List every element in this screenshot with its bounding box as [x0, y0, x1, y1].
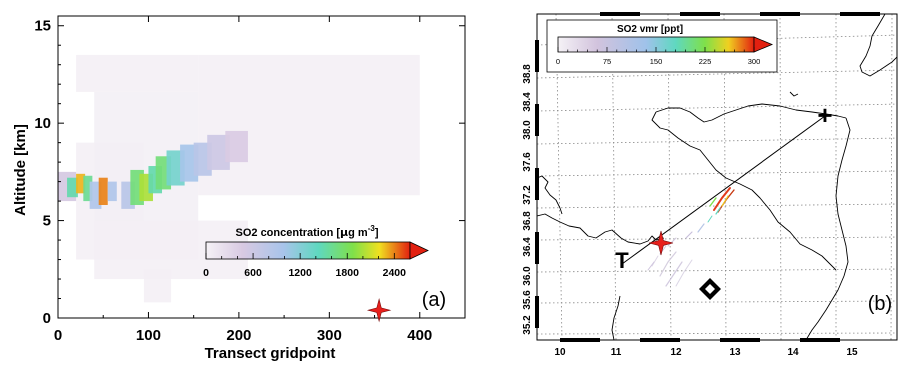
- colorbar-b-tick-label: 300: [748, 57, 761, 66]
- colorbar-b-tick-label: 225: [699, 57, 712, 66]
- latitude-label: 35.6: [522, 290, 533, 310]
- x-tick-label: 400: [407, 327, 432, 344]
- heatmap-background-cell: [198, 54, 420, 196]
- diamond-marker: [699, 278, 721, 300]
- heatmap-plume-cell: [83, 175, 93, 202]
- colorbar-a-tick-label: 1200: [288, 267, 312, 279]
- y-tick-label: 15: [34, 18, 51, 35]
- heatmap-plume-cell: [98, 177, 108, 205]
- star-marker: [366, 298, 392, 323]
- heatmap-plume-cell: [107, 181, 117, 202]
- x-tick-label: 0: [54, 327, 62, 344]
- colorbar-a-tick-label: 600: [244, 267, 262, 279]
- colorbar-b-tick-label: 150: [650, 57, 663, 66]
- y-tick-label: 10: [34, 115, 51, 132]
- colorbar-a-arrow: [409, 241, 429, 260]
- map-border-bars: [535, 12, 880, 342]
- y-tick-label: 0: [43, 310, 51, 327]
- latitude-label: 36.8: [522, 211, 533, 231]
- heatmap-background-cell: [143, 269, 172, 303]
- longitude-label: 11: [611, 347, 622, 358]
- longitude-labels: 10 11 12 13 14 15: [554, 347, 858, 358]
- longitude-label: 13: [729, 347, 741, 358]
- colorbar-a: SO2 concentration [µg m-3] 0 600 1200 1800 2…: [203, 224, 429, 279]
- latitude-labels: 35.2 35.6 36.0 36.4 36.8 37.2 37.6 38.0 38.4 38.8: [522, 64, 533, 335]
- so2-streaks: [647, 187, 735, 287]
- y-axis-label: Altitude [km]: [12, 124, 29, 216]
- panel-a: 0 100 200 300 400 0 5 10 15 Transect gridpoint A…: [12, 15, 466, 362]
- latitude-label: 38.0: [522, 120, 533, 140]
- x-tick-label: 100: [136, 327, 161, 344]
- x-axis-label: Transect gridpoint: [205, 345, 336, 362]
- heatmap-plume-cell: [207, 134, 230, 170]
- colorbar-b-ticks: 0 75 150 225 300: [556, 47, 760, 66]
- colorbar-a-tick-label: 0: [203, 267, 209, 279]
- colorbar-a-title: SO2 concentration [µg m-3]: [236, 224, 379, 239]
- colorbar-b-arrow: [753, 36, 774, 53]
- colorbar-b-tick-label: 0: [556, 57, 560, 66]
- colorbar-b-title: SO2 vmr [ppt]: [617, 24, 683, 35]
- longitude-label: 15: [846, 347, 858, 358]
- latitude-label: 38.8: [522, 64, 533, 84]
- panel-b: 35.2 35.6 36.0 36.4 36.8 37.2 37.6 38.0 38.4 38.8…: [522, 12, 898, 358]
- coastlines: [537, 14, 897, 340]
- colorbar-a-ticks: 0 600 1200 1800 2400: [203, 253, 411, 279]
- heatmap-plume-cell: [89, 181, 102, 209]
- heatmap-plume-cell: [76, 173, 86, 194]
- axis-ticks-a: 0 100 200 300 400 0 5 10 15: [34, 16, 465, 344]
- latitude-label: 35.2: [522, 315, 533, 335]
- panel-label-a: (a): [422, 289, 446, 311]
- longitude-label: 10: [554, 347, 566, 358]
- latitude-label: 37.6: [522, 152, 533, 172]
- heatmap-plume-cell: [67, 177, 78, 198]
- x-tick-label: 200: [226, 327, 251, 344]
- transect-line: [621, 115, 826, 265]
- x-tick-label: 300: [317, 327, 342, 344]
- longitude-label: 14: [787, 347, 799, 358]
- colorbar-a-bar: [205, 241, 411, 260]
- y-tick-label: 5: [43, 213, 51, 230]
- longitude-label: 12: [670, 347, 682, 358]
- plot-frame-a: [57, 15, 466, 319]
- map-star-marker: [648, 230, 674, 256]
- latitude-label: 36.0: [522, 266, 533, 286]
- panel-label-b: (b): [868, 293, 892, 315]
- transect-start-label: T: [615, 248, 629, 273]
- colorbar-b: SO2 vmr [ppt] 0 75 150 225 300: [546, 19, 778, 73]
- heatmap-background-cell: [76, 54, 199, 92]
- transect-end-label: +: [817, 100, 832, 130]
- latitude-label: 37.2: [522, 185, 533, 205]
- heatmap-cells: [58, 54, 420, 303]
- colorbar-b-tick-label: 75: [603, 57, 611, 66]
- latitude-label: 38.4: [522, 92, 533, 112]
- latitude-label: 36.4: [522, 237, 533, 257]
- colorbar-a-tick-label: 1800: [336, 267, 360, 279]
- heatmap-plume-cell: [225, 130, 248, 163]
- colorbar-a-tick-label: 2400: [383, 267, 407, 279]
